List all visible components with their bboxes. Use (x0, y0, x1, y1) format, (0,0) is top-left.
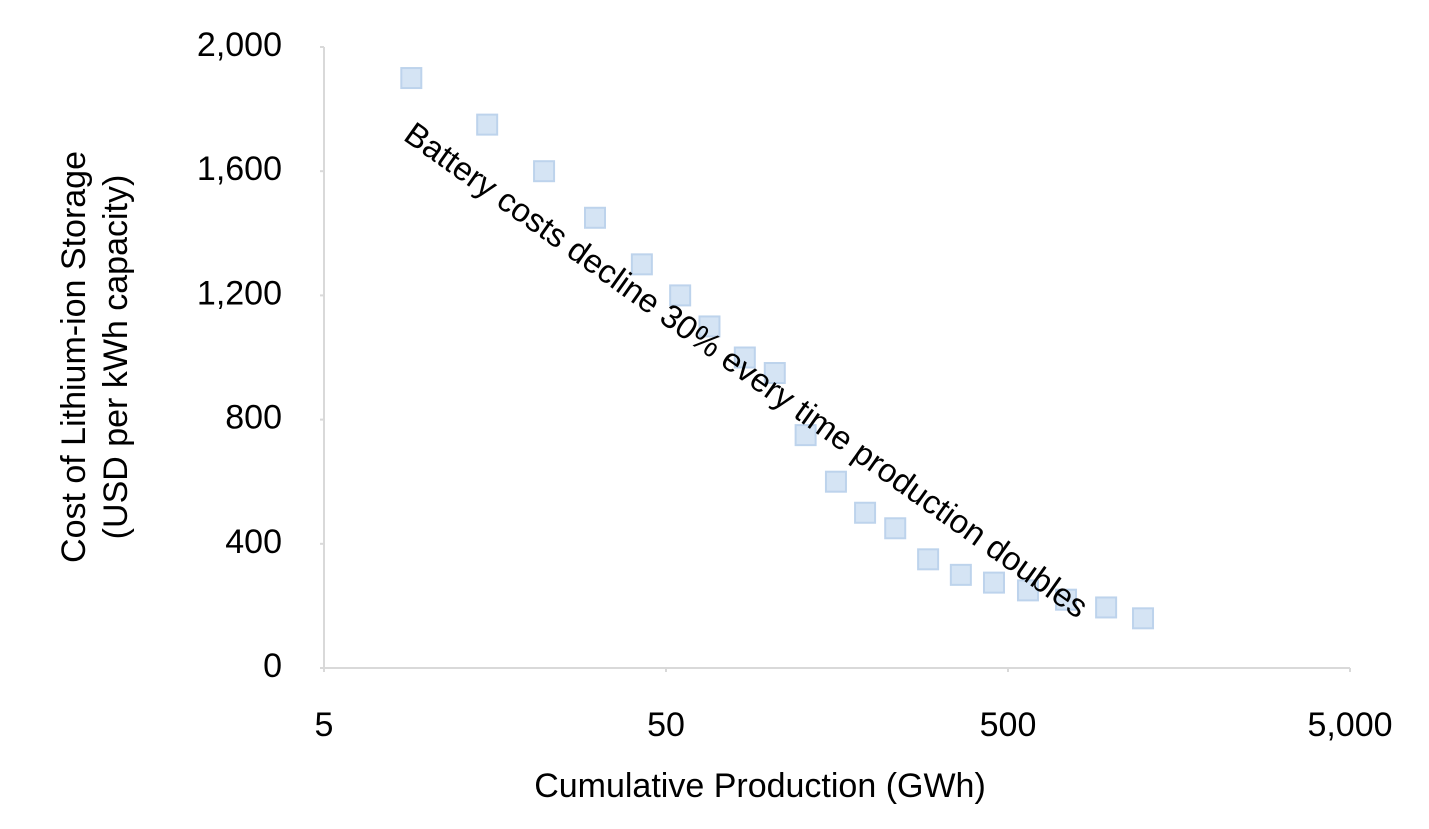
point (476, 113, 499, 136)
point (1055, 588, 1078, 611)
point (1016, 579, 1039, 602)
y-axis-label-line: Cost of Lithium-ion Storage (55, 151, 93, 563)
x-tick-label: 500 (980, 706, 1037, 744)
x-tick-label: 5 (315, 706, 334, 744)
x-axis-label: Cumulative Production (GWh) (534, 767, 986, 805)
point (824, 470, 847, 493)
point (1132, 607, 1155, 630)
y-tick-label: 1,600 (197, 150, 282, 188)
y-tick-label: 800 (225, 399, 282, 437)
y-axis-label-line: (USD per kWh capacity) (97, 175, 135, 540)
x-tick-label: 5,000 (1307, 706, 1392, 744)
point (733, 346, 756, 369)
y-axis-label: Cost of Lithium-ion Storage (USD per kWh… (55, 151, 135, 563)
y-tick-label: 0 (263, 647, 282, 685)
point (669, 284, 692, 307)
point (630, 253, 653, 276)
y-tick-label: 1,200 (197, 274, 282, 312)
annotation: Battery costs decline 30% every time pro… (398, 115, 1095, 625)
point (949, 563, 972, 586)
y-tick-label: 2,000 (197, 26, 282, 64)
point (794, 424, 817, 447)
point (1095, 596, 1118, 619)
x-tick-label: 50 (647, 706, 685, 744)
point (533, 160, 556, 183)
point (763, 362, 786, 385)
point (583, 206, 606, 229)
point (698, 315, 721, 338)
point (400, 67, 423, 90)
point (917, 548, 940, 571)
point (982, 571, 1005, 594)
point (854, 501, 877, 524)
y-tick-label: 400 (225, 523, 282, 561)
point (884, 517, 907, 540)
